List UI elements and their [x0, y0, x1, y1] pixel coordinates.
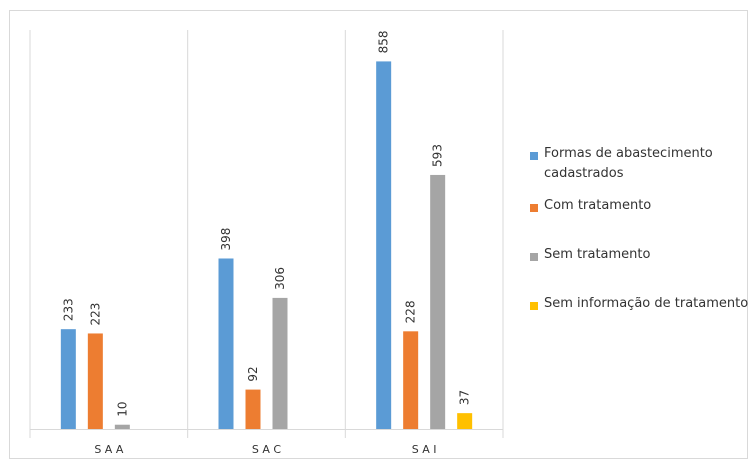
bar — [272, 297, 288, 429]
bar — [218, 258, 234, 429]
category-separators — [29, 30, 504, 438]
bars — [60, 61, 473, 430]
bar — [376, 61, 392, 430]
legend-label-com-tratamento: Com tratamento — [544, 198, 652, 213]
bar-value-label: 228 — [404, 300, 418, 323]
legend-label-sem-tratamento: Sem tratamento — [544, 247, 651, 262]
bar-value-label: 233 — [61, 298, 75, 321]
legend-item-formas: Formas de abastecimento cadastrados — [530, 146, 748, 184]
legend-item-com-tratamento: Com tratamento — [530, 198, 651, 216]
legend-swatch-formas — [530, 152, 538, 160]
legend-swatch-com-tratamento — [530, 204, 538, 212]
legend-label-formas: Formas de abastecimento cadastrados — [544, 146, 713, 181]
bar — [430, 174, 446, 429]
legend-item-sem-tratamento: Sem tratamento — [530, 247, 650, 265]
bar-value-label: 593 — [431, 144, 445, 167]
bar — [457, 413, 473, 429]
bar-value-label: 92 — [246, 366, 260, 381]
bar — [403, 331, 419, 429]
legend-item-sem-informacao: Sem informação de tratamento — [530, 296, 748, 314]
bar — [245, 389, 261, 429]
bar-value-label: 306 — [273, 267, 287, 290]
legend-swatch-sem-tratamento — [530, 253, 538, 261]
bar-value-label: 398 — [219, 228, 233, 251]
category-label: S A I — [412, 443, 437, 456]
bar-value-label: 37 — [458, 390, 472, 405]
bar-value-label: 223 — [88, 303, 102, 326]
category-label: S A C — [252, 443, 282, 456]
bar — [114, 424, 130, 429]
bar — [87, 333, 103, 429]
category-label: S A A — [94, 443, 124, 456]
bar-value-label: 858 — [377, 31, 391, 54]
data-labels: 233 223 10 398 92 306 858 228 593 37 — [61, 31, 471, 417]
bar-value-label: 10 — [115, 401, 129, 416]
chart-border — [9, 10, 748, 459]
legend-label-sem-informacao: Sem informação de tratamento — [544, 296, 749, 311]
legend-swatch-sem-informacao — [530, 302, 538, 310]
bar — [60, 329, 76, 429]
